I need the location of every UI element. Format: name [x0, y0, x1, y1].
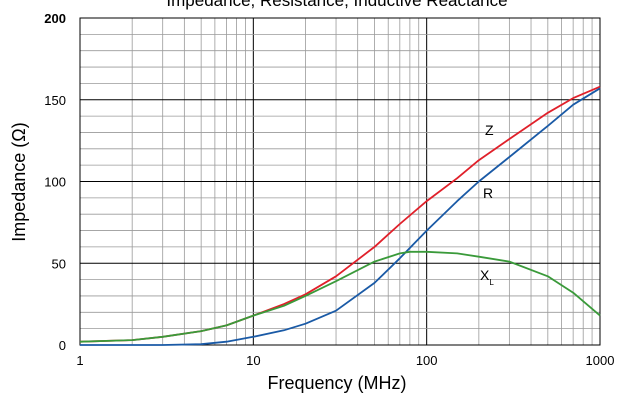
- grid: [79, 17, 600, 346]
- series-line-r: [80, 87, 601, 346]
- plot-border: [79, 17, 601, 346]
- series-labels: Z R XL: [480, 122, 494, 287]
- y-tick-label: 200: [44, 11, 66, 26]
- y-tick-label: 100: [44, 175, 66, 190]
- x-axis-label: Frequency (MHz): [267, 373, 406, 393]
- tick-labels: 1 10 100 1000 0 50 100 150 200: [44, 11, 614, 368]
- y-tick-label: 50: [52, 256, 66, 271]
- series-label-z: Z: [485, 122, 494, 138]
- x-tick-label: 1000: [586, 353, 615, 368]
- series-line-xl: [79, 250, 601, 343]
- chart-title: Impedance, Resistance, Inductive Reactan…: [166, 0, 507, 10]
- x-tick-label: 10: [246, 353, 260, 368]
- series-label-xl: XL: [480, 267, 494, 287]
- x-tick-label: 100: [416, 353, 438, 368]
- y-axis-label: Impedance (Ω): [9, 122, 29, 242]
- y-tick-label: 0: [59, 338, 66, 353]
- y-tick-label: 150: [44, 93, 66, 108]
- series-group: [79, 85, 601, 346]
- x-tick-label: 1: [76, 353, 83, 368]
- series-label-r: R: [483, 185, 493, 201]
